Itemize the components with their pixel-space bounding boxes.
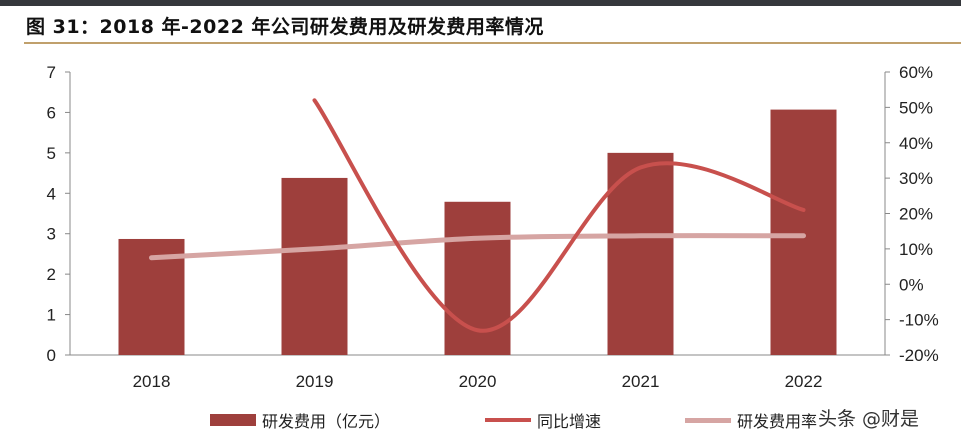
left-tick-label: 0	[47, 346, 56, 365]
right-tick-label: 30%	[899, 169, 933, 188]
chart-title: 图 31：2018 年-2022 年公司研发费用及研发费用率情况	[26, 16, 544, 38]
left-tick-label: 7	[47, 63, 56, 82]
left-tick-label: 5	[47, 144, 56, 163]
right-tick-label: 50%	[899, 98, 933, 117]
left-tick-label: 6	[47, 103, 56, 122]
left-tick-label: 1	[47, 306, 56, 325]
left-tick-label: 3	[47, 225, 56, 244]
x-tick-label: 2018	[133, 372, 171, 391]
title-rule	[24, 42, 961, 44]
left-tick-label: 4	[47, 184, 56, 203]
top-bar	[0, 0, 961, 6]
bar	[770, 109, 837, 355]
right-tick-label: 40%	[899, 134, 933, 153]
legend-label: 研发费用率	[737, 412, 818, 431]
right-tick-label: 20%	[899, 205, 933, 224]
line-series-1	[312, 98, 806, 333]
bar	[281, 177, 348, 355]
x-tick-label: 2020	[459, 372, 497, 391]
legend-label: 研发费用（亿元）	[262, 412, 391, 431]
x-tick-label: 2019	[296, 372, 334, 391]
right-tick-label: 60%	[899, 63, 933, 82]
legend-label: 同比增速	[537, 412, 602, 431]
right-tick-label: -10%	[899, 311, 939, 330]
left-tick-label: 2	[47, 265, 56, 284]
watermark: 头条 @财是	[818, 404, 920, 431]
legend-item-ratio: 研发费用率	[685, 408, 817, 432]
right-tick-label: 0%	[899, 275, 924, 294]
x-tick-label: 2022	[785, 372, 823, 391]
right-tick-label: -20%	[899, 346, 939, 365]
right-tick-label: 10%	[899, 240, 933, 259]
bar	[607, 152, 674, 355]
x-tick-label: 2021	[622, 372, 660, 391]
legend-swatch	[685, 417, 731, 423]
legend-item-growth: 同比增速	[485, 408, 601, 432]
legend-item-bar: 研发费用（亿元）	[210, 408, 390, 432]
legend-swatch	[210, 414, 256, 426]
legend-swatch	[485, 418, 531, 422]
